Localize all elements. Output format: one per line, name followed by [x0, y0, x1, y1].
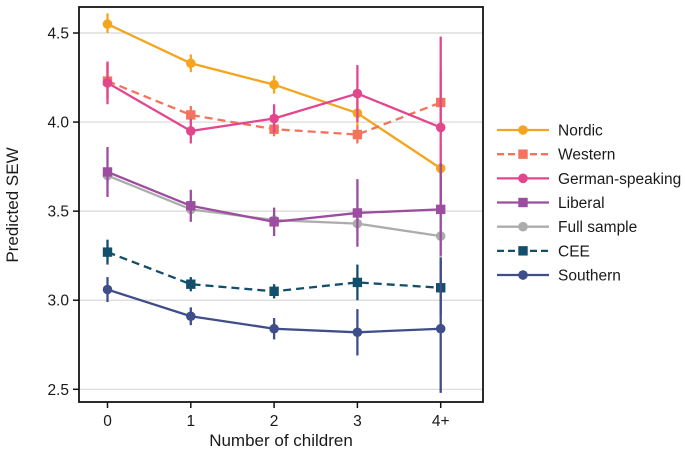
- data-point-marker: [102, 78, 113, 88]
- y-tick-label: 2.5: [47, 382, 69, 399]
- y-tick-label: 4.0: [47, 115, 69, 132]
- plot-border: [78, 6, 484, 403]
- data-point-marker: [518, 270, 528, 280]
- legend-item-german-speaking: German-speaking: [497, 171, 681, 188]
- legend-label: Southern: [558, 268, 621, 285]
- legend-item-nordic: Nordic: [497, 123, 603, 140]
- series-german-speaking: [102, 36, 446, 217]
- data-point-marker: [352, 208, 363, 218]
- data-point-marker: [186, 58, 196, 69]
- series-line: [107, 23, 442, 170]
- data-point-marker: [352, 88, 363, 99]
- series-southern: [102, 257, 446, 393]
- legend-item-southern: Southern: [497, 268, 621, 285]
- legend-item-liberal: Liberal: [497, 195, 605, 212]
- data-point-marker: [269, 79, 279, 90]
- legend-label: German-speaking: [558, 171, 681, 188]
- data-point-marker: [435, 323, 446, 334]
- series-cee: [102, 239, 446, 315]
- data-point-marker: [518, 125, 528, 135]
- data-point-marker: [518, 221, 528, 232]
- y-tick-label: 4.5: [47, 26, 69, 43]
- x-tick-label: 4+: [432, 413, 450, 430]
- data-point-marker: [436, 204, 446, 215]
- data-point-marker: [269, 323, 279, 334]
- legend-label: Western: [558, 147, 615, 164]
- y-tick-label: 3.0: [47, 293, 69, 310]
- data-point-marker: [102, 247, 113, 257]
- data-point-marker: [352, 277, 363, 288]
- data-point-marker: [518, 246, 528, 256]
- series-liberal: [102, 147, 446, 256]
- data-point-marker: [269, 286, 279, 297]
- data-point-marker: [269, 217, 279, 227]
- data-point-marker: [102, 167, 113, 177]
- legend-item-cee: CEE: [497, 243, 590, 260]
- x-tick-label: 3: [353, 413, 362, 430]
- legend-item-full-sample: Full sample: [497, 219, 637, 236]
- legend-label: Liberal: [558, 195, 605, 212]
- legend-item-western: Western: [497, 147, 615, 164]
- y-axis-title: Predicted SEW: [3, 147, 22, 262]
- data-point-marker: [186, 201, 196, 211]
- legend-label: Full sample: [558, 219, 637, 236]
- x-tick-label: 2: [270, 413, 279, 430]
- data-point-marker: [186, 110, 196, 120]
- data-point-marker: [352, 129, 363, 140]
- x-axis-title: Number of children: [209, 431, 353, 450]
- legend: Nordic Western German-speaking Liberal Full …: [497, 123, 681, 285]
- data-point-marker: [352, 327, 363, 338]
- legend-label: CEE: [558, 243, 590, 260]
- x-tick-label: 0: [103, 413, 112, 430]
- series-nordic: [102, 13, 446, 194]
- data-point-marker: [518, 173, 528, 184]
- data-point-marker: [269, 113, 279, 124]
- data-point-marker: [102, 284, 113, 295]
- y-tick-label: 3.5: [47, 204, 69, 221]
- data-point-marker: [518, 197, 528, 208]
- x-tick-label: 1: [186, 413, 195, 430]
- data-point-marker: [102, 19, 113, 29]
- data-point-marker: [186, 311, 196, 322]
- data-point-marker: [518, 149, 528, 159]
- data-point-marker: [435, 122, 446, 133]
- legend-label: Nordic: [558, 123, 603, 140]
- data-point-marker: [186, 126, 196, 136]
- data-point-marker: [186, 279, 196, 289]
